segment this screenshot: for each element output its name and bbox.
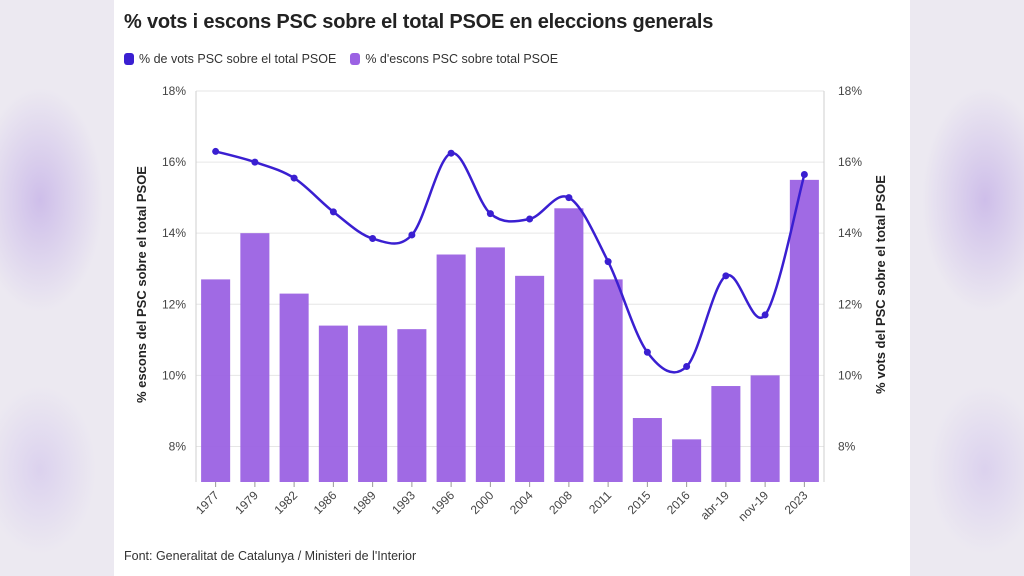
legend-item-votes[interactable]: % de vots PSC sobre el total PSOE [124,52,336,66]
x-tick-label: abr-19 [698,488,733,523]
x-tick-label: 2000 [468,488,497,517]
votes-point [408,231,416,239]
y-tick-label-right: 12% [838,297,862,311]
x-tick-label: 2008 [546,488,575,517]
x-tick-label: 1989 [350,488,379,517]
votes-point [329,208,337,216]
bar [632,418,662,482]
votes-point [447,149,455,157]
votes-point [486,210,494,218]
legend-label-votes: % de vots PSC sobre el total PSOE [139,52,337,66]
bar [397,329,427,482]
votes-point [683,362,691,370]
bar [711,386,741,482]
x-tick-label: 2004 [507,488,536,517]
votes-point [761,311,769,319]
chart-legend: % de vots PSC sobre el total PSOE % d'es… [124,52,558,66]
votes-point [212,147,220,155]
x-tick-label: 1996 [428,488,457,517]
votes-point [290,174,298,182]
source-note: Font: Generalitat de Catalunya / Ministe… [124,549,417,563]
x-tick-label: 1993 [389,488,418,517]
bar [672,439,702,482]
chart-plot: 8% 8% 10% 10% 12% 12% 14% 14% 16% 16% 18% 18% 1977 19… [134,84,888,524]
votes-point [604,258,612,266]
x-tick-label: 2016 [664,488,693,517]
y-tick-label-left: 14% [162,226,186,240]
x-tick-label: 1986 [311,488,340,517]
legend-swatch-votes [124,53,134,65]
bar [201,279,231,482]
chart-card: % vots i escons PSC sobre el total PSOE … [114,0,910,576]
votes-point [565,194,573,202]
legend-label-seats: % d'escons PSC sobre total PSOE [365,52,559,66]
y-tick-label-right: 8% [838,439,856,453]
y-axis-title-right: % vots del PSC sobre el total PSOE [873,175,888,394]
legend-item-seats[interactable]: % d'escons PSC sobre total PSOE [350,52,558,66]
y-tick-label-right: 18% [838,84,862,98]
y-tick-label-right: 14% [838,226,862,240]
bar [318,325,348,482]
votes-point [369,235,377,243]
x-tick-label: 1982 [271,488,300,517]
bar [554,208,584,483]
y-tick-label-left: 16% [162,155,186,169]
votes-point [722,272,730,280]
bar [515,275,545,482]
votes-point [251,158,259,166]
bar [789,179,819,482]
x-tick-label: 2015 [625,488,654,517]
votes-point [526,215,534,223]
y-tick-label-right: 10% [838,368,862,382]
bar [475,247,505,482]
y-tick-label-left: 8% [169,439,187,453]
bar [279,293,309,482]
bar [240,233,270,482]
bar [750,375,780,482]
x-tick-label: 1979 [232,488,261,517]
bar [436,254,466,482]
y-tick-label-right: 16% [838,155,862,169]
x-tick-label: 1977 [193,488,222,517]
votes-point [800,171,808,179]
y-tick-label-left: 12% [162,297,186,311]
bar [593,279,623,482]
votes-point [643,348,651,356]
x-tick-label: 2011 [586,488,614,516]
bar [358,325,388,482]
y-tick-label-left: 18% [162,84,186,98]
legend-swatch-seats [350,53,361,65]
chart-title: % vots i escons PSC sobre el total PSOE … [124,11,714,33]
y-tick-label-left: 10% [162,368,186,382]
x-tick-label: nov-19 [735,488,771,524]
x-tick-label: 2023 [782,488,811,517]
y-axis-title-left: % escons del PSC sobre el total PSOE [134,166,149,403]
